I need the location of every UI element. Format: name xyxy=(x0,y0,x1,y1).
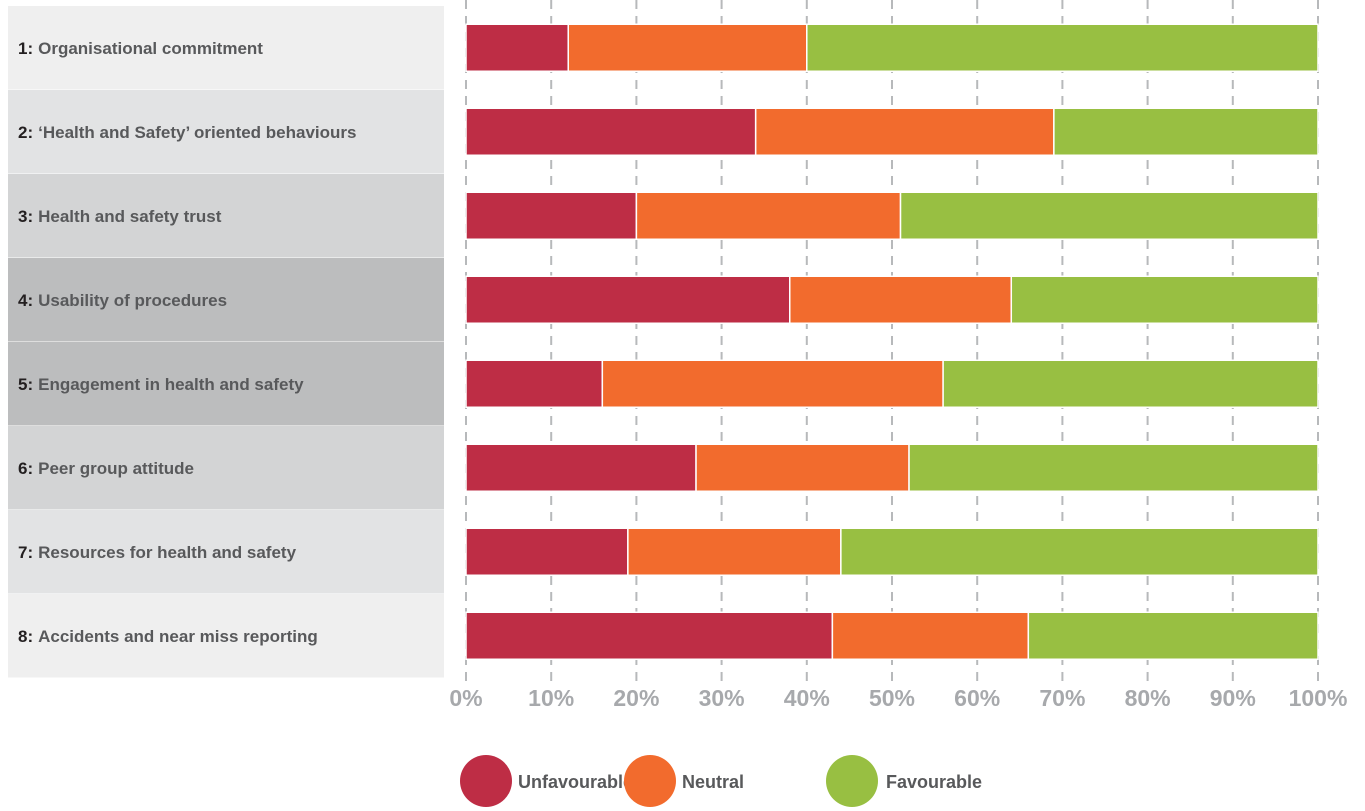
bar-segment-favourable xyxy=(1053,107,1319,156)
category-row-bg xyxy=(8,6,444,90)
x-tick-label: 10% xyxy=(528,685,574,711)
x-axis-ticks: 0% 10% 20% 30% 40% 50% 60% 70% 80% 90% 100% xyxy=(449,685,1347,711)
category-number: 3: xyxy=(18,207,33,226)
category-row-bg xyxy=(8,510,444,594)
category-label: 6: Peer group attitude xyxy=(18,459,194,478)
category-number: 6: xyxy=(18,459,33,478)
x-tick-label: 50% xyxy=(869,685,915,711)
x-tick-label: 0% xyxy=(449,685,482,711)
category-label: 1: Organisational commitment xyxy=(18,39,263,58)
category-number: 1: xyxy=(18,39,33,58)
category-row-bg xyxy=(8,90,444,174)
bar-segment-neutral xyxy=(567,23,808,72)
x-tick-label: 20% xyxy=(613,685,659,711)
bar-segment-unfavourable xyxy=(465,23,569,72)
category-text: Accidents and near miss reporting xyxy=(38,627,318,646)
category-label: 5: Engagement in health and safety xyxy=(18,375,304,394)
bar-segment-unfavourable xyxy=(465,191,638,240)
bar-segment-unfavourable xyxy=(465,527,629,576)
bar-segment-neutral xyxy=(754,107,1055,156)
category-text: Health and safety trust xyxy=(38,207,222,226)
bar-segment-neutral xyxy=(831,611,1030,660)
category-row-bg xyxy=(8,426,444,510)
bar-segment-favourable xyxy=(1010,275,1319,324)
category-text: Engagement in health and safety xyxy=(38,375,304,394)
category-label: 3: Health and safety trust xyxy=(18,207,222,226)
category-label: 4: Usability of procedures xyxy=(18,291,227,310)
category-number: 2: xyxy=(18,123,33,142)
category-label: 2: ‘Health and Safety’ oriented behaviour… xyxy=(18,123,357,142)
category-number: 5: xyxy=(18,375,33,394)
category-text: Resources for health and safety xyxy=(38,543,296,562)
bar-segment-unfavourable xyxy=(465,443,697,492)
bar-segment-neutral xyxy=(627,527,842,576)
category-label: 8: Accidents and near miss reporting xyxy=(18,627,318,646)
bar-segment-unfavourable xyxy=(465,107,757,156)
category-number: 4: xyxy=(18,291,33,310)
bars xyxy=(465,23,1319,660)
x-tick-label: 100% xyxy=(1289,685,1348,711)
legend-label-favourable: Favourable xyxy=(886,772,982,792)
legend-swatch-favourable xyxy=(826,755,878,807)
x-tick-label: 30% xyxy=(699,685,745,711)
legend: Unfavourable Neutral Favourable xyxy=(460,755,982,807)
category-text: Usability of procedures xyxy=(38,291,227,310)
category-text: Organisational commitment xyxy=(38,39,263,58)
bar-segment-unfavourable xyxy=(465,611,834,660)
bar-segment-favourable xyxy=(840,527,1319,576)
x-tick-label: 80% xyxy=(1125,685,1171,711)
x-tick-label: 40% xyxy=(784,685,830,711)
category-number: 7: xyxy=(18,543,33,562)
category-rows: 1: Organisational commitment 2: ‘Health and… xyxy=(8,6,444,678)
bar-segment-neutral xyxy=(635,191,902,240)
category-label: 7: Resources for health and safety xyxy=(18,543,297,562)
bar-segment-unfavourable xyxy=(465,359,604,408)
bar-segment-neutral xyxy=(789,275,1013,324)
bar-segment-neutral xyxy=(695,443,910,492)
x-tick-label: 90% xyxy=(1210,685,1256,711)
category-row-bg xyxy=(8,594,444,678)
bar-segment-favourable xyxy=(1027,611,1319,660)
category-text: ‘Health and Safety’ oriented behaviours xyxy=(38,123,356,142)
bar-segment-favourable xyxy=(806,23,1319,72)
bar-segment-favourable xyxy=(899,191,1319,240)
bar-segment-neutral xyxy=(601,359,944,408)
legend-swatch-neutral xyxy=(624,755,676,807)
x-tick-label: 70% xyxy=(1039,685,1085,711)
category-number: 8: xyxy=(18,627,33,646)
category-row-bg xyxy=(8,342,444,426)
legend-swatch-unfavourable xyxy=(460,755,512,807)
legend-label-neutral: Neutral xyxy=(682,772,744,792)
legend-label-unfavourable: Unfavourable xyxy=(518,772,633,792)
gridlines xyxy=(465,0,1319,688)
category-row-bg xyxy=(8,258,444,342)
x-tick-label: 60% xyxy=(954,685,1000,711)
bar-segment-favourable xyxy=(908,443,1319,492)
category-text: Peer group attitude xyxy=(38,459,194,478)
category-row-bg xyxy=(8,174,444,258)
bar-segment-favourable xyxy=(942,359,1319,408)
bar-segment-unfavourable xyxy=(465,275,791,324)
